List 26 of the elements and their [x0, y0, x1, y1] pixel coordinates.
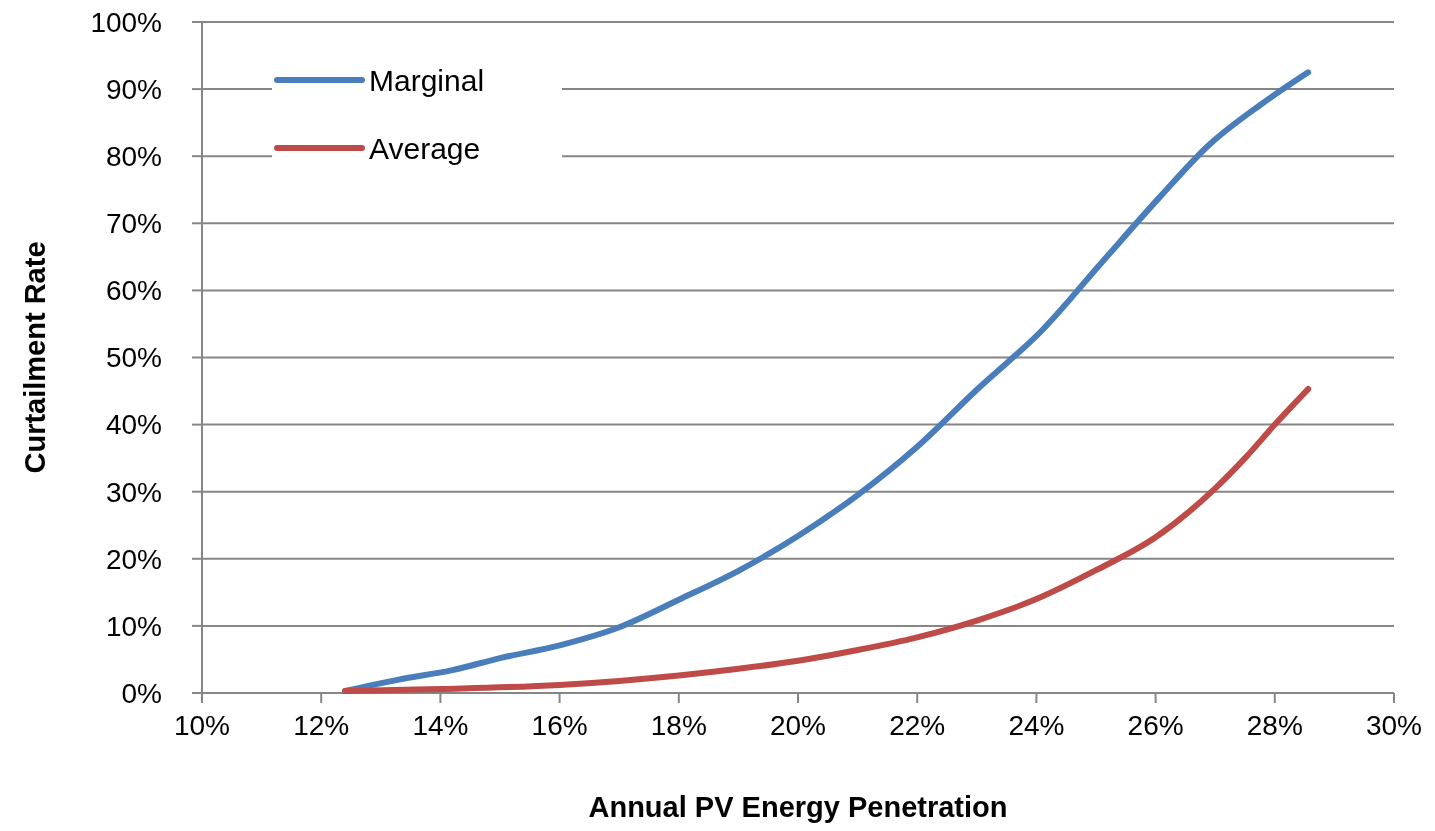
x-tick-label: 28%	[1246, 710, 1303, 741]
x-tick-label: 16%	[531, 710, 588, 741]
y-tick-label: 100%	[90, 6, 162, 38]
y-tick-label: 40%	[105, 409, 162, 441]
x-tick-label: 22%	[889, 710, 946, 741]
y-tick-label: 20%	[105, 543, 162, 575]
x-tick-label: 10%	[173, 710, 231, 741]
x-tick-label: 26%	[1127, 710, 1184, 741]
y-tick-label: 70%	[105, 208, 162, 240]
x-tick-label: 12%	[293, 710, 350, 741]
y-axis-title: Curtailment Rate	[19, 241, 51, 474]
y-tick-label: 60%	[105, 275, 162, 307]
y-tick-label: 80%	[105, 141, 162, 172]
legend-label: Marginal	[369, 63, 485, 97]
y-tick-label: 0%	[121, 677, 162, 709]
x-tick-label: 24%	[1008, 710, 1065, 741]
y-tick-label: 10%	[105, 610, 162, 642]
y-tick-label: 50%	[105, 342, 162, 374]
x-tick-label: 30%	[1365, 710, 1423, 741]
legend-label: Average	[369, 131, 481, 165]
x-tick-label: 20%	[769, 710, 827, 741]
y-tick-label: 30%	[105, 476, 162, 508]
x-tick-label: 14%	[412, 710, 469, 741]
y-tick-label: 90%	[105, 73, 162, 105]
x-axis-title: Annual PV Energy Penetration	[588, 791, 1008, 823]
x-tick-label: 18%	[650, 710, 707, 741]
